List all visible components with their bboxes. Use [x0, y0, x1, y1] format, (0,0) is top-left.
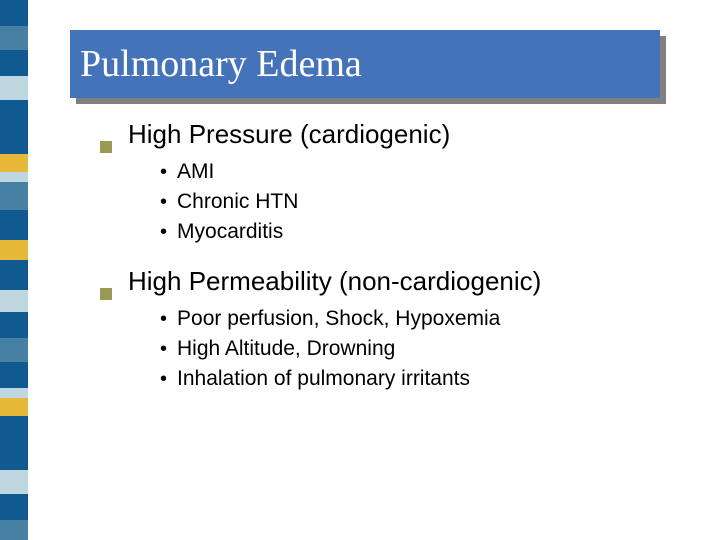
sidebar-block [0, 210, 28, 240]
slide-content: High Pressure (cardiogenic) • AMI • Chro… [100, 118, 660, 412]
sidebar-block [0, 388, 28, 398]
dot-bullet-icon: • [160, 337, 167, 361]
sub-bullet-text: Chronic HTN [177, 188, 298, 216]
decorative-sidebar [0, 0, 28, 540]
sub-bullet-item: • High Altitude, Drowning [160, 335, 660, 363]
sidebar-block [0, 520, 28, 540]
square-bullet-icon [100, 141, 112, 153]
sub-bullet-item: • AMI [160, 158, 660, 186]
sidebar-block [0, 240, 28, 260]
sub-bullet-item: • Chronic HTN [160, 188, 660, 216]
sidebar-block [0, 100, 28, 154]
sidebar-block [0, 172, 28, 182]
sidebar-block [0, 494, 28, 520]
sidebar-block [0, 338, 28, 362]
sub-bullet-item: • Myocarditis [160, 218, 660, 246]
sub-list: • AMI • Chronic HTN • Myocarditis [160, 158, 660, 247]
sidebar-block [0, 76, 28, 100]
sub-bullet-text: AMI [177, 158, 214, 186]
sub-list: • Poor perfusion, Shock, Hypoxemia • Hig… [160, 305, 660, 394]
main-bullet-item: High Permeability (non-cardiogenic) [100, 265, 660, 299]
sidebar-block [0, 362, 28, 388]
sub-bullet-text: Inhalation of pulmonary irritants [177, 365, 470, 393]
sub-bullet-text: High Altitude, Drowning [177, 335, 395, 363]
sub-bullet-text: Myocarditis [177, 218, 283, 246]
dot-bullet-icon: • [160, 190, 167, 214]
sub-bullet-item: • Inhalation of pulmonary irritants [160, 365, 660, 393]
sidebar-block [0, 312, 28, 338]
sub-bullet-text: Poor perfusion, Shock, Hypoxemia [177, 305, 500, 333]
dot-bullet-icon: • [160, 367, 167, 391]
sub-bullet-item: • Poor perfusion, Shock, Hypoxemia [160, 305, 660, 333]
main-bullet-text: High Permeability (non-cardiogenic) [128, 265, 541, 299]
sidebar-block [0, 290, 28, 312]
dot-bullet-icon: • [160, 307, 167, 331]
dot-bullet-icon: • [160, 160, 167, 184]
sidebar-block [0, 416, 28, 470]
main-bullet-text: High Pressure (cardiogenic) [128, 118, 450, 152]
sidebar-block [0, 182, 28, 210]
sidebar-block [0, 470, 28, 494]
title-bar: Pulmonary Edema [70, 30, 660, 98]
sidebar-block [0, 26, 28, 50]
slide-title: Pulmonary Edema [80, 42, 362, 86]
main-bullet-item: High Pressure (cardiogenic) [100, 118, 660, 152]
sidebar-block [0, 0, 28, 26]
sidebar-block [0, 260, 28, 290]
square-bullet-icon [100, 288, 112, 300]
sidebar-block [0, 398, 28, 416]
sidebar-block [0, 154, 28, 172]
sidebar-block [0, 50, 28, 76]
dot-bullet-icon: • [160, 220, 167, 244]
